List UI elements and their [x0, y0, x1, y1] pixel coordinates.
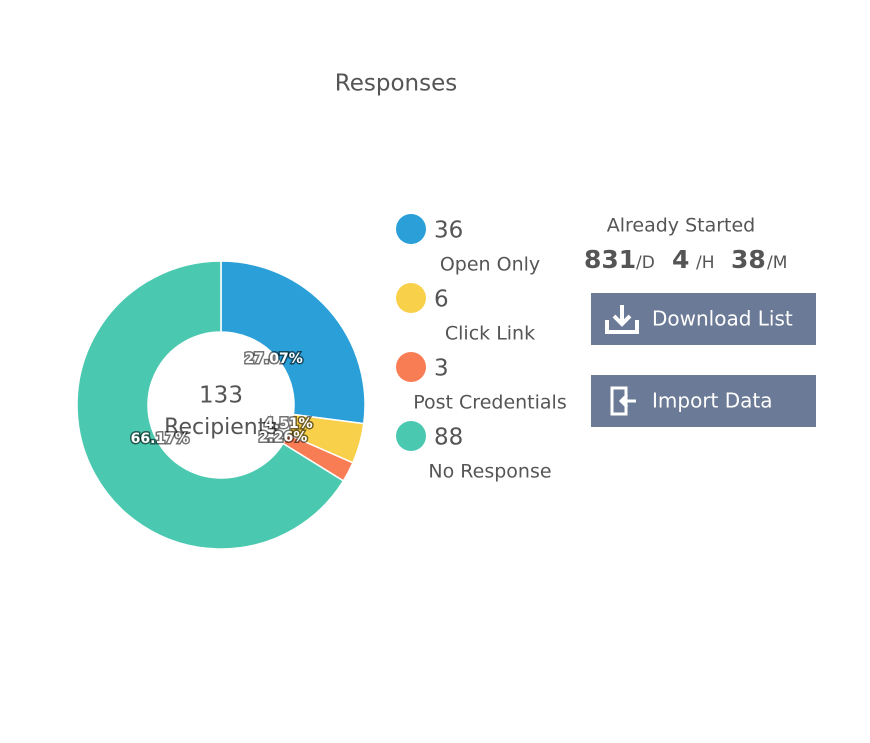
import-button[interactable]: Import Data: [591, 375, 816, 427]
legend-key: [396, 421, 426, 451]
legend-label: Click Link: [445, 323, 535, 345]
hours: 4: [672, 245, 689, 274]
slice: [76, 260, 345, 550]
center-label: Recipients: [164, 415, 278, 440]
chart-title: Responses: [335, 71, 457, 97]
percent-label: 66.17%: [131, 431, 189, 447]
days-unit: /D: [636, 253, 655, 273]
legend-key: [396, 214, 426, 244]
legend-label: Open Only: [440, 254, 540, 276]
percent-label: 27.07%: [244, 351, 302, 367]
import-arrow: [618, 393, 636, 409]
legend-count: 36: [434, 218, 463, 244]
legend-key: [396, 352, 426, 382]
button-label: Download List: [652, 307, 793, 331]
percent-label: 2.26%: [259, 430, 308, 446]
legend: 36 Open Only 6 Click Link 3 Post Credentials 8…: [396, 214, 567, 483]
donut-chart: [76, 260, 366, 550]
days: 831: [584, 245, 636, 274]
minutes-unit: /M: [767, 253, 787, 273]
button-label: Import Data: [652, 389, 773, 413]
hours-unit: /H: [696, 253, 715, 273]
center-value: 133: [199, 383, 243, 409]
slice: [220, 260, 366, 425]
percent-labels: 27.07% 4.51%2.26% 66.17%: [129, 349, 314, 448]
legend-count: 88: [434, 425, 463, 451]
legend-label: Post Credentials: [413, 392, 566, 414]
status-title: Already Started: [607, 215, 756, 237]
legend-key: [396, 283, 426, 313]
legend-count: 6: [434, 287, 449, 313]
legend-label: No Response: [428, 461, 551, 483]
download-button[interactable]: Download List: [591, 293, 816, 345]
legend-count: 3: [434, 356, 449, 382]
minutes: 38: [731, 245, 766, 274]
import-icon: [610, 386, 628, 416]
download-icon: [605, 305, 639, 334]
percent-label: 4.51%: [264, 416, 313, 432]
